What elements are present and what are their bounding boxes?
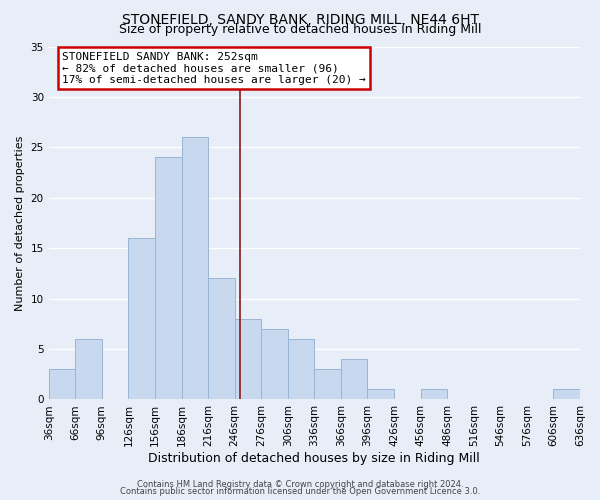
Text: STONEFIELD, SANDY BANK, RIDING MILL, NE44 6HT: STONEFIELD, SANDY BANK, RIDING MILL, NE4… [121, 12, 479, 26]
Bar [367, 390, 394, 400]
Bar [128, 238, 155, 400]
Text: Contains HM Land Registry data © Crown copyright and database right 2024.: Contains HM Land Registry data © Crown c… [137, 480, 463, 489]
Text: Size of property relative to detached houses in Riding Mill: Size of property relative to detached ho… [119, 22, 481, 36]
Bar [75, 339, 102, 400]
Bar [421, 390, 447, 400]
Bar [182, 138, 208, 400]
Bar [235, 319, 261, 400]
Bar [314, 369, 341, 400]
Text: STONEFIELD SANDY BANK: 252sqm
← 82% of detached houses are smaller (96)
17% of s: STONEFIELD SANDY BANK: 252sqm ← 82% of d… [62, 52, 366, 85]
Bar [49, 369, 75, 400]
Bar [553, 390, 580, 400]
Y-axis label: Number of detached properties: Number of detached properties [15, 136, 25, 310]
Bar [288, 339, 314, 400]
Bar [341, 359, 367, 400]
Bar [261, 329, 288, 400]
Bar [155, 158, 182, 400]
X-axis label: Distribution of detached houses by size in Riding Mill: Distribution of detached houses by size … [148, 452, 480, 465]
Text: Contains public sector information licensed under the Open Government Licence 3.: Contains public sector information licen… [120, 487, 480, 496]
Bar [208, 278, 235, 400]
